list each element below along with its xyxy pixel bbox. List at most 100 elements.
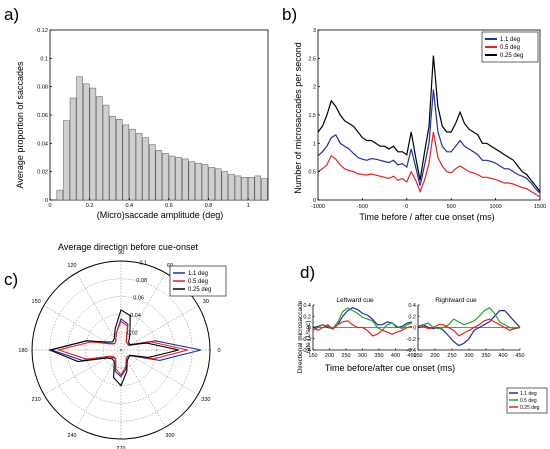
x-tick-label: 0.8 (205, 203, 213, 209)
x-tick-label: 450 (407, 353, 416, 359)
histogram-bar (63, 120, 70, 201)
panel-d-ylabel: Directional microsaccaderate (1/sec) (297, 300, 312, 373)
histogram-bar (115, 119, 123, 201)
series-line-0-25-deg (317, 55, 541, 192)
histogram-bar (188, 161, 196, 201)
histogram-bar (261, 178, 268, 201)
angle-tick-label: 270 (116, 446, 125, 449)
y-tick-label: 0.4 (303, 303, 311, 309)
histogram-bar (195, 162, 202, 201)
x-tick-label: 250 (447, 353, 456, 359)
legend-label: 1.1 deg (188, 271, 208, 277)
panel-a-xlabel: (Micro)saccade amplitude (deg) (97, 210, 224, 220)
histogram-bar (254, 175, 262, 201)
x-tick-label: 0.4 (125, 203, 133, 209)
histogram-bar (129, 128, 136, 201)
polar-series-0-25-deg (48, 309, 179, 387)
r-tick-label: 0.04 (130, 313, 141, 319)
polar-outer-ring (31, 260, 211, 440)
angle-tick-label: 210 (32, 397, 41, 403)
angle-tick-label: 30 (203, 299, 209, 305)
legend-label: 0.25 deg (520, 405, 540, 411)
histogram-bar (234, 175, 242, 201)
x-tick-label: 0 (48, 203, 51, 209)
histogram-bar (162, 153, 169, 201)
series-line-1-1-deg (312, 307, 413, 330)
y-tick-label: 0.08 (37, 85, 48, 91)
histogram-bar (228, 174, 235, 201)
histogram-bar (102, 104, 110, 201)
y-tick-label: 0.5 (308, 170, 316, 176)
panel-d-line-charts: Directional microsaccaderate (1/sec) Tim… (297, 297, 548, 414)
x-tick-label: 500 (447, 204, 456, 210)
x-tick-label: 400 (391, 353, 400, 359)
y-tick-label: 0.12 (37, 28, 48, 34)
legend-label: 0.5 deg (188, 279, 208, 285)
y-tick-label: 0.2 (408, 314, 416, 320)
series-line-0-5-deg (317, 131, 541, 198)
histogram-bar (201, 164, 209, 201)
angle-tick-label: 90 (118, 250, 124, 256)
panel-a-histogram: Average proportion of saccades (Micro)sa… (15, 28, 269, 220)
legend-label: 0.25 deg (188, 287, 211, 293)
panel-label-b: b) (282, 5, 297, 24)
y-tick-label: 0 (313, 198, 316, 204)
x-tick-label: 350 (374, 353, 383, 359)
x-tick-label: 300 (464, 353, 473, 359)
histogram-bar (56, 189, 64, 201)
panel-b-ylabel: Number of microsaccades per second (293, 42, 303, 194)
y-tick-label: -0.2 (302, 337, 311, 343)
angle-tick-label: 240 (67, 433, 76, 439)
series-line-0-5-deg (417, 307, 521, 330)
angle-tick-label: 300 (165, 433, 174, 439)
legend-label: 1.1 deg (500, 37, 520, 43)
histogram-bar (208, 167, 215, 201)
y-tick-label: -0.4 (407, 348, 416, 354)
y-tick-label: 0.2 (303, 314, 311, 320)
polar-series-0-5-deg (56, 320, 188, 376)
polar-grid-ring (102, 331, 140, 369)
y-tick-label: 2 (313, 85, 316, 91)
histogram-bar (89, 87, 97, 201)
series-line-0-25-deg (312, 320, 413, 337)
y-tick-label: 0 (413, 326, 416, 332)
panel-c-polar-chart: Average direction before cue-onset 0.02 0… (18, 242, 227, 449)
angle-tick-label: 0 (217, 348, 220, 354)
panel-c-title: Average direction before cue-onset (58, 242, 198, 252)
histogram-bar (96, 96, 103, 201)
y-tick-label: 0 (308, 326, 311, 332)
y-tick-label: 1 (313, 141, 316, 147)
x-tick-label: 450 (515, 353, 524, 359)
x-tick-label: 200 (325, 353, 334, 359)
polar-grid-spoke (120, 272, 166, 351)
legend-label: 1.1 deg (520, 391, 537, 397)
panel-d-xlabel: Time before/after cue onset (ms) (325, 363, 455, 373)
histogram-bar (175, 157, 182, 201)
histogram-bar (247, 177, 255, 201)
x-tick-label: 350 (481, 353, 490, 359)
y-tick-label: 1.5 (308, 113, 316, 119)
panel-b-line-chart: Number of microsaccades per second Time … (293, 28, 546, 222)
x-tick-label: 0 (405, 204, 408, 210)
x-tick-label: 150 (308, 353, 317, 359)
x-tick-label: 1 (247, 203, 250, 209)
y-tick-label: -0.2 (407, 337, 416, 343)
histogram-bar (155, 150, 163, 201)
r-tick-label: 0.02 (127, 330, 138, 336)
y-tick-label: 0.02 (37, 170, 48, 176)
y-tick-label: 3 (313, 28, 316, 34)
y-tick-label: -0.4 (302, 348, 311, 354)
x-tick-label: 0.6 (165, 203, 173, 209)
polar-grid-ring (85, 314, 157, 386)
histogram-bar (181, 158, 189, 201)
histogram-bar (69, 97, 77, 201)
histogram-bar (135, 133, 143, 201)
histogram-bar (221, 171, 229, 201)
panel-d-subtitle-left: Leftward cue (336, 297, 374, 304)
histogram-bar (76, 76, 83, 201)
panel-label-d: d) (300, 263, 315, 282)
x-tick-label: 0.2 (86, 203, 94, 209)
x-tick-label: 1500 (534, 204, 546, 210)
histogram-bar (109, 116, 116, 201)
